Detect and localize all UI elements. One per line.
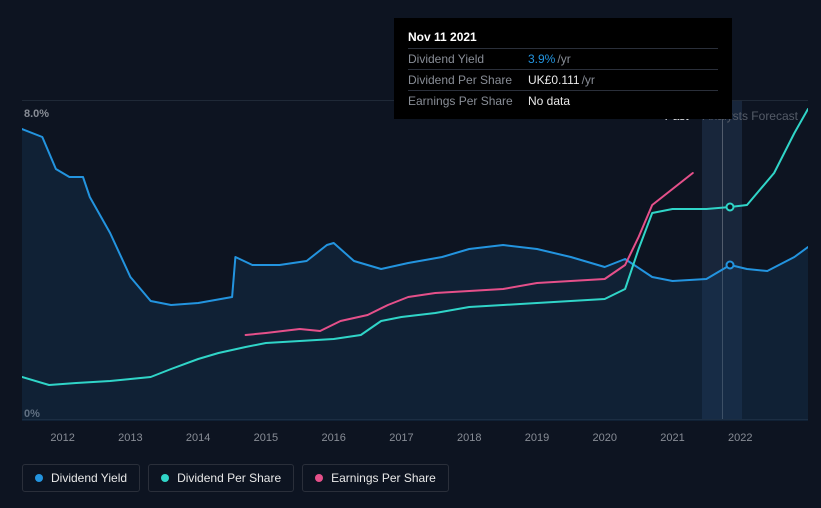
legend-dot-icon [315, 474, 323, 482]
x-tick-label: 2020 [592, 432, 616, 444]
tooltip-label: Earnings Per Share [408, 94, 528, 108]
x-tick-label: 2021 [660, 432, 684, 444]
legend-item-eps[interactable]: Earnings Per Share [302, 464, 449, 492]
tooltip-unit: /yr [557, 52, 570, 66]
tooltip-row-yield: Dividend Yield 3.9% /yr [408, 48, 718, 69]
legend-dot-icon [35, 474, 43, 482]
chart-plot-area[interactable]: Past Analysts Forecast [22, 100, 808, 420]
tooltip-row-dps: Dividend Per Share UK£0.111 /yr [408, 69, 718, 90]
x-tick-label: 2012 [50, 432, 74, 444]
tooltip-value: 3.9% [528, 52, 555, 66]
tooltip-date: Nov 11 2021 [408, 26, 718, 48]
x-tick-label: 2016 [321, 432, 345, 444]
x-axis: 2012 2013 2014 2015 2016 2017 2018 2019 2020 2021… [22, 432, 808, 452]
x-tick-label: 2018 [457, 432, 481, 444]
x-tick-label: 2019 [525, 432, 549, 444]
series-marker [726, 261, 735, 270]
legend-item-yield[interactable]: Dividend Yield [22, 464, 140, 492]
tooltip-label: Dividend Yield [408, 52, 528, 66]
legend-dot-icon [161, 474, 169, 482]
x-tick-label: 2013 [118, 432, 142, 444]
legend-bar: Dividend Yield Dividend Per Share Earnin… [22, 464, 449, 492]
legend-label: Dividend Per Share [177, 471, 281, 485]
tooltip-row-eps: Earnings Per Share No data [408, 90, 718, 111]
x-tick-label: 2014 [186, 432, 210, 444]
legend-label: Dividend Yield [51, 471, 127, 485]
x-tick-label: 2015 [254, 432, 278, 444]
tooltip-label: Dividend Per Share [408, 73, 528, 87]
tooltip-value: UK£0.111 [528, 73, 580, 87]
legend-item-dps[interactable]: Dividend Per Share [148, 464, 294, 492]
chart-svg [22, 101, 808, 421]
tooltip-box: Nov 11 2021 Dividend Yield 3.9% /yr Divi… [394, 18, 732, 119]
tooltip-value: No data [528, 94, 570, 108]
tooltip-unit: /yr [582, 73, 595, 87]
x-tick-label: 2017 [389, 432, 413, 444]
x-tick-label: 2022 [728, 432, 752, 444]
series-marker [726, 203, 735, 212]
legend-label: Earnings Per Share [331, 471, 436, 485]
